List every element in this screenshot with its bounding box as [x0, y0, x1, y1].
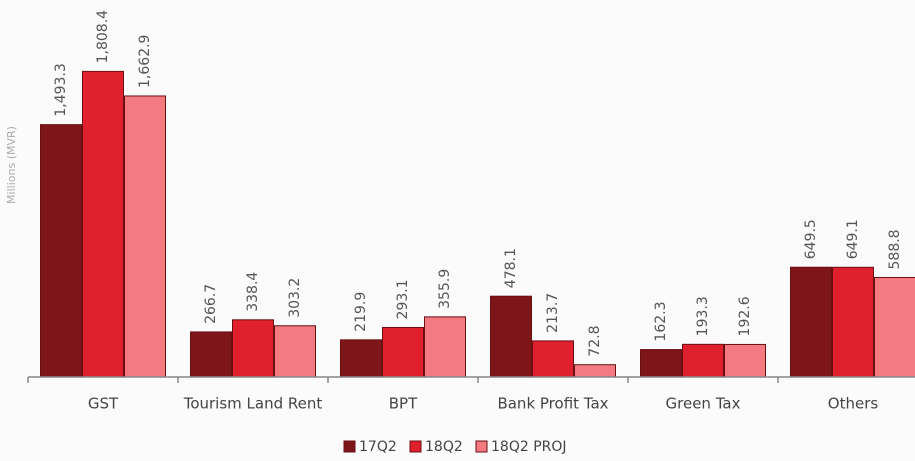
- data-label: 219.9: [353, 292, 369, 332]
- data-label: 266.7: [203, 284, 219, 324]
- data-label: 355.9: [437, 269, 453, 309]
- data-label: 1,662.9: [137, 35, 153, 88]
- bar: [40, 124, 82, 378]
- data-label: 293.1: [395, 279, 411, 319]
- bar: [82, 70, 124, 378]
- legend-label: 18Q2: [425, 439, 463, 455]
- bar: [574, 364, 616, 378]
- bar: [274, 325, 316, 378]
- x-tick-label: Bank Profit Tax: [497, 395, 608, 413]
- bar: [832, 266, 874, 378]
- bar: [682, 343, 724, 378]
- data-label: 72.8: [587, 326, 603, 357]
- bar: [532, 340, 574, 378]
- data-label: 649.1: [845, 219, 861, 259]
- bar: [790, 266, 832, 378]
- data-label: 162.3: [653, 301, 669, 341]
- bar: [232, 319, 274, 378]
- y-axis-label: Millions (MVR): [5, 126, 18, 204]
- bar: [490, 295, 532, 378]
- x-tick-label: BPT: [389, 395, 418, 413]
- data-label: 649.5: [803, 219, 819, 259]
- data-label: 588.8: [887, 229, 903, 269]
- x-tick-label: Others: [828, 395, 879, 413]
- data-label: 338.4: [245, 272, 261, 312]
- data-label: 193.3: [695, 296, 711, 336]
- x-tick-label: Green Tax: [666, 395, 741, 413]
- bar: [382, 326, 424, 378]
- bar: [424, 316, 466, 378]
- bar: [640, 349, 682, 378]
- legend-swatch: [343, 440, 356, 453]
- bar: [340, 339, 382, 378]
- data-label: 213.7: [545, 293, 561, 333]
- x-tick-label: Tourism Land Rent: [183, 395, 323, 413]
- legend-swatch: [475, 440, 488, 453]
- x-tick-label: GST: [88, 395, 119, 413]
- data-label: 1,493.3: [53, 63, 69, 116]
- bar: [124, 95, 166, 378]
- bar: [724, 343, 766, 378]
- bar: [874, 276, 915, 378]
- data-label: 192.6: [737, 296, 753, 336]
- data-label: 303.2: [287, 278, 303, 318]
- data-label: 1,808.4: [95, 10, 111, 64]
- legend-label: 17Q2: [359, 439, 397, 455]
- legend-label: 18Q2 PROJ: [491, 439, 567, 455]
- data-label: 478.1: [503, 248, 519, 288]
- legend-swatch: [409, 440, 422, 453]
- bar: [190, 331, 232, 378]
